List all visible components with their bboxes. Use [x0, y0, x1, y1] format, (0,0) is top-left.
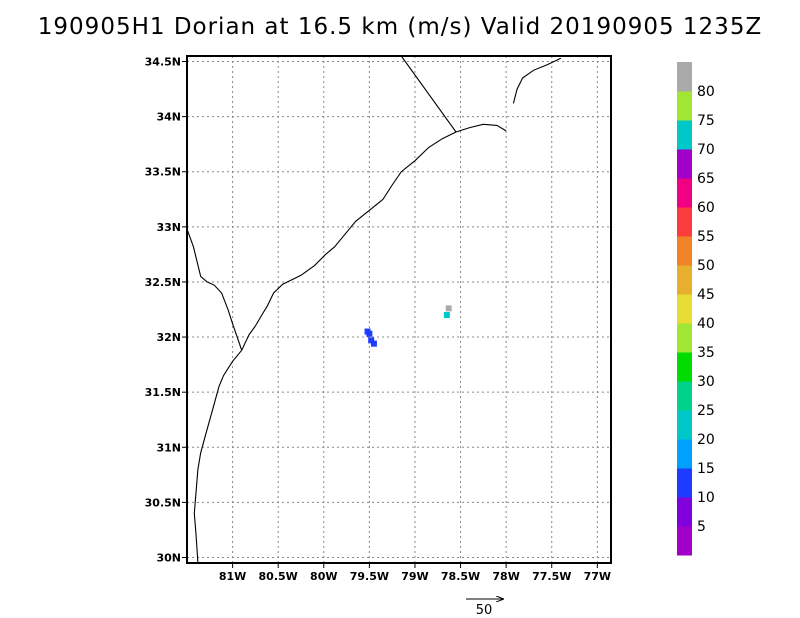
lon-tick-label: 80W	[310, 570, 337, 583]
colorbar-swatch	[677, 207, 692, 237]
colorbar-swatch	[677, 468, 692, 498]
lon-tick-label: 79.5W	[350, 570, 389, 583]
wind-cell	[445, 305, 452, 312]
reference-vector: 50	[466, 599, 503, 618]
lon-tick-label: 81W	[219, 570, 246, 583]
colorbar-label: 65	[697, 171, 715, 187]
wind-speed-cells	[364, 305, 452, 347]
lat-tick-label: 30.5N	[145, 496, 181, 509]
colorbar-label: 60	[697, 200, 715, 216]
coastline-outer-banks	[512, 57, 562, 104]
colorbar-label: 15	[697, 461, 715, 477]
lon-tick-label: 78.5W	[441, 570, 480, 583]
coastline-georgia	[187, 228, 243, 563]
colorbar-swatch	[677, 265, 692, 295]
lat-tick-label: 32.5N	[145, 276, 181, 289]
lon-tick-label: 80.5W	[259, 570, 298, 583]
map-frame	[186, 55, 612, 564]
colorbar-swatch	[677, 439, 692, 469]
lat-tick-label: 33.5N	[145, 166, 181, 179]
colorbar-label: 5	[697, 519, 706, 535]
coastline-carolinas	[241, 123, 507, 351]
lat-tick-label: 31N	[156, 441, 181, 454]
colorbar-label: 75	[697, 113, 715, 129]
colorbar-label: 10	[697, 490, 715, 506]
lat-tick-label: 34.5N	[145, 56, 181, 69]
colorbar-swatch	[677, 91, 692, 121]
colorbar-swatch	[677, 236, 692, 266]
colorbar-swatch	[677, 381, 692, 411]
wind-cell	[370, 340, 377, 347]
colorbar-label: 40	[697, 316, 715, 332]
lon-tick-label: 77.5W	[532, 570, 571, 583]
colorbar-swatch	[677, 62, 692, 92]
colorbar-label: 70	[697, 142, 715, 158]
colorbar-swatch	[677, 410, 692, 440]
colorbar-label: 50	[697, 258, 715, 274]
colorbar-label: 35	[697, 345, 715, 361]
colorbar-label: 20	[697, 432, 715, 448]
wind-cell	[443, 312, 450, 319]
lat-tick-label: 30N	[156, 551, 181, 564]
colorbar-swatch	[677, 294, 692, 324]
colorbar: 5 10 15 20 25 30 35 40 45 50 55 60 65 70 75 80	[677, 62, 715, 556]
lon-tick-label: 77W	[584, 570, 611, 583]
plot-title: 190905H1 Dorian at 16.5 km (m/s) Valid 2…	[37, 14, 763, 40]
colorbar-swatch	[677, 497, 692, 527]
lat-tick-label: 34N	[156, 111, 181, 124]
colorbar-swatch	[677, 526, 692, 556]
longitude-axis: 81W 80.5W 80W 79.5W 79W 78.5W 78W 77.5W 77W	[219, 563, 611, 583]
colorbar-label: 45	[697, 287, 715, 303]
lon-tick-label: 79W	[401, 570, 428, 583]
colorbar-label: 25	[697, 403, 715, 419]
lat-tick-label: 31.5N	[145, 386, 181, 399]
wind-cell	[364, 328, 371, 335]
colorbar-swatch	[677, 352, 692, 382]
lat-tick-label: 32N	[156, 331, 181, 344]
latitude-axis: 30N 30.5N 31N 31.5N 32N 32.5N 33N 33.5N 34N 34.5N	[145, 56, 187, 564]
colorbar-swatch	[677, 120, 692, 150]
reference-vector-label: 50	[476, 603, 493, 618]
lat-tick-label: 33N	[156, 221, 181, 234]
colorbar-label: 80	[697, 84, 715, 100]
map-gridlines	[187, 56, 611, 563]
state-border	[400, 56, 457, 133]
colorbar-label: 55	[697, 229, 715, 245]
colorbar-swatch	[677, 323, 692, 353]
colorbar-swatch	[677, 149, 692, 179]
colorbar-swatch	[677, 178, 692, 208]
map-geography	[187, 56, 562, 563]
colorbar-label: 30	[697, 374, 715, 390]
lon-tick-label: 78W	[492, 570, 519, 583]
wind-cell	[368, 337, 375, 344]
